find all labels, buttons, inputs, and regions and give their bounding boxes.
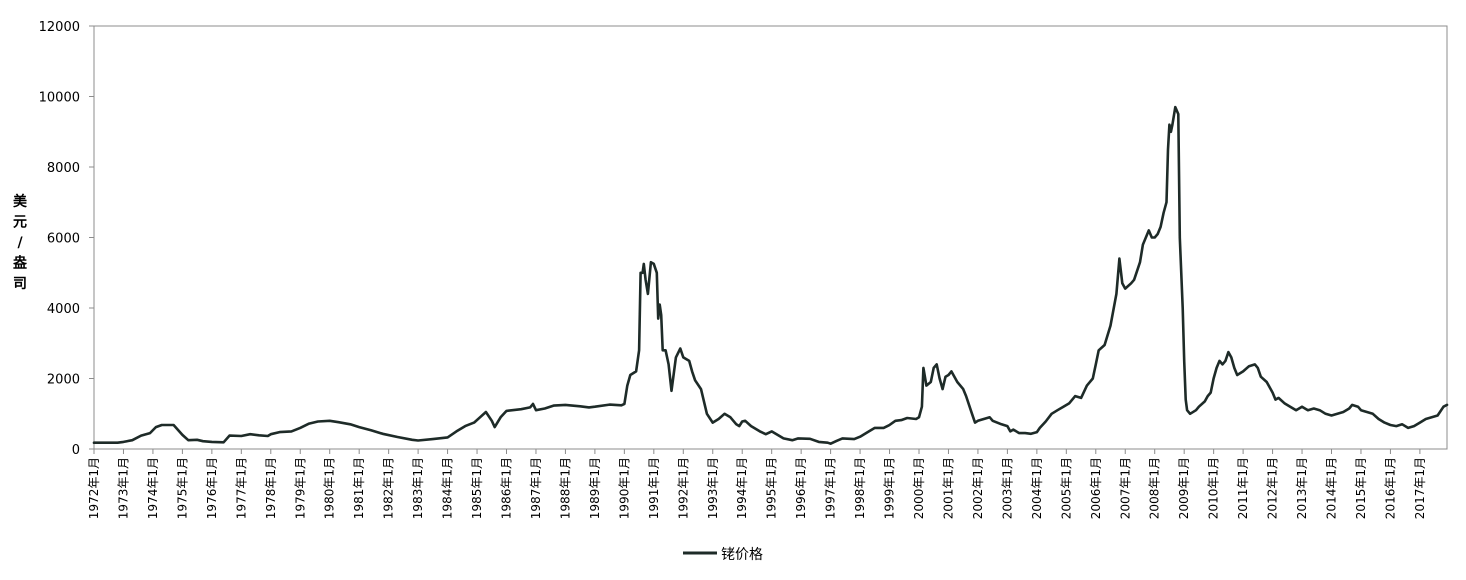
x-tick-label: 1979年1月 (293, 457, 307, 519)
x-tick-label: 1972年1月 (87, 457, 101, 519)
x-tick-label: 1988年1月 (558, 457, 572, 519)
x-tick-label: 2005年1月 (1059, 457, 1073, 519)
x-tick-label: 1973年1月 (116, 457, 130, 519)
x-tick-label: 2001年1月 (941, 457, 955, 519)
y-tick-label: 4000 (47, 302, 80, 317)
x-tick-label: 1999年1月 (883, 457, 897, 519)
y-tick-label: 12000 (39, 20, 80, 35)
x-tick-label: 2009年1月 (1177, 457, 1191, 519)
y-axis-label-char: 美 (13, 193, 28, 210)
x-tick-label: 1980年1月 (323, 457, 337, 519)
x-tick-label: 1989年1月 (588, 457, 602, 519)
x-tick-label: 1977年1月 (234, 457, 248, 519)
x-tick-label: 1983年1月 (411, 457, 425, 519)
x-axis-ticks: 1972年1月 1973年1月 1974年1月 1975年1月 1976年1月 1977年… (87, 449, 1427, 519)
x-tick-label: 2000年1月 (912, 457, 926, 519)
x-tick-label: 2006年1月 (1089, 457, 1103, 519)
x-tick-label: 2016年1月 (1383, 457, 1397, 519)
x-tick-label: 1993年1月 (706, 457, 720, 519)
x-tick-label: 1982年1月 (382, 457, 396, 519)
y-tick-label: 8000 (47, 161, 80, 176)
x-tick-label: 1987年1月 (529, 457, 543, 519)
x-tick-label: 1985年1月 (470, 457, 484, 519)
x-tick-label: 2015年1月 (1354, 457, 1368, 519)
x-tick-label: 2003年1月 (1000, 457, 1014, 519)
x-tick-label: 1992年1月 (676, 457, 690, 519)
y-tick-label: 10000 (39, 91, 80, 106)
x-tick-label: 1981年1月 (352, 457, 366, 519)
x-tick-label: 2004年1月 (1030, 457, 1044, 519)
y-axis-label-char: 元 (13, 215, 27, 231)
x-tick-label: 1984年1月 (441, 457, 455, 519)
x-tick-label: 1994年1月 (735, 457, 749, 519)
y-tick-label: 2000 (47, 373, 80, 388)
x-tick-label: 2012年1月 (1266, 457, 1280, 519)
x-tick-label: 1991年1月 (647, 457, 661, 519)
x-tick-label: 1986年1月 (500, 457, 514, 519)
y-axis-label-char: / (17, 235, 23, 251)
x-tick-label: 1996年1月 (794, 457, 808, 519)
x-tick-label: 1975年1月 (175, 457, 189, 519)
x-tick-label: 2008年1月 (1148, 457, 1162, 519)
legend: 铑价格 (683, 547, 763, 563)
series-lines (92, 105, 1449, 445)
x-tick-label: 1990年1月 (617, 457, 631, 519)
series-line (92, 105, 1449, 445)
x-tick-label: 1976年1月 (205, 457, 219, 519)
x-tick-label: 1997年1月 (824, 457, 838, 519)
x-tick-label: 2010年1月 (1207, 457, 1221, 519)
y-axis-label-char: 司 (13, 276, 27, 292)
y-tick-label: 0 (72, 443, 80, 458)
x-tick-label: 1995年1月 (765, 457, 779, 519)
x-tick-label: 2011年1月 (1236, 457, 1250, 519)
plot-area-border (93, 25, 1448, 450)
x-tick-label: 1978年1月 (264, 457, 278, 519)
x-tick-label: 2002年1月 (971, 457, 985, 519)
x-tick-label: 2007年1月 (1118, 457, 1132, 519)
x-tick-label: 2014年1月 (1325, 457, 1339, 519)
y-axis-label: 美元 / 盎司 (13, 193, 28, 292)
y-axis-label-char: 盎 (13, 255, 28, 272)
y-axis-ticks: 0 2000 4000 6000 8000 10000 12000 (39, 20, 94, 458)
x-tick-label: 1998年1月 (853, 457, 867, 519)
y-tick-label: 6000 (47, 232, 80, 247)
legend-label: 铑价格 (721, 547, 763, 563)
x-tick-label: 2013年1月 (1295, 457, 1309, 519)
x-tick-label: 2017年1月 (1413, 457, 1427, 519)
x-tick-label: 1974年1月 (146, 457, 160, 519)
